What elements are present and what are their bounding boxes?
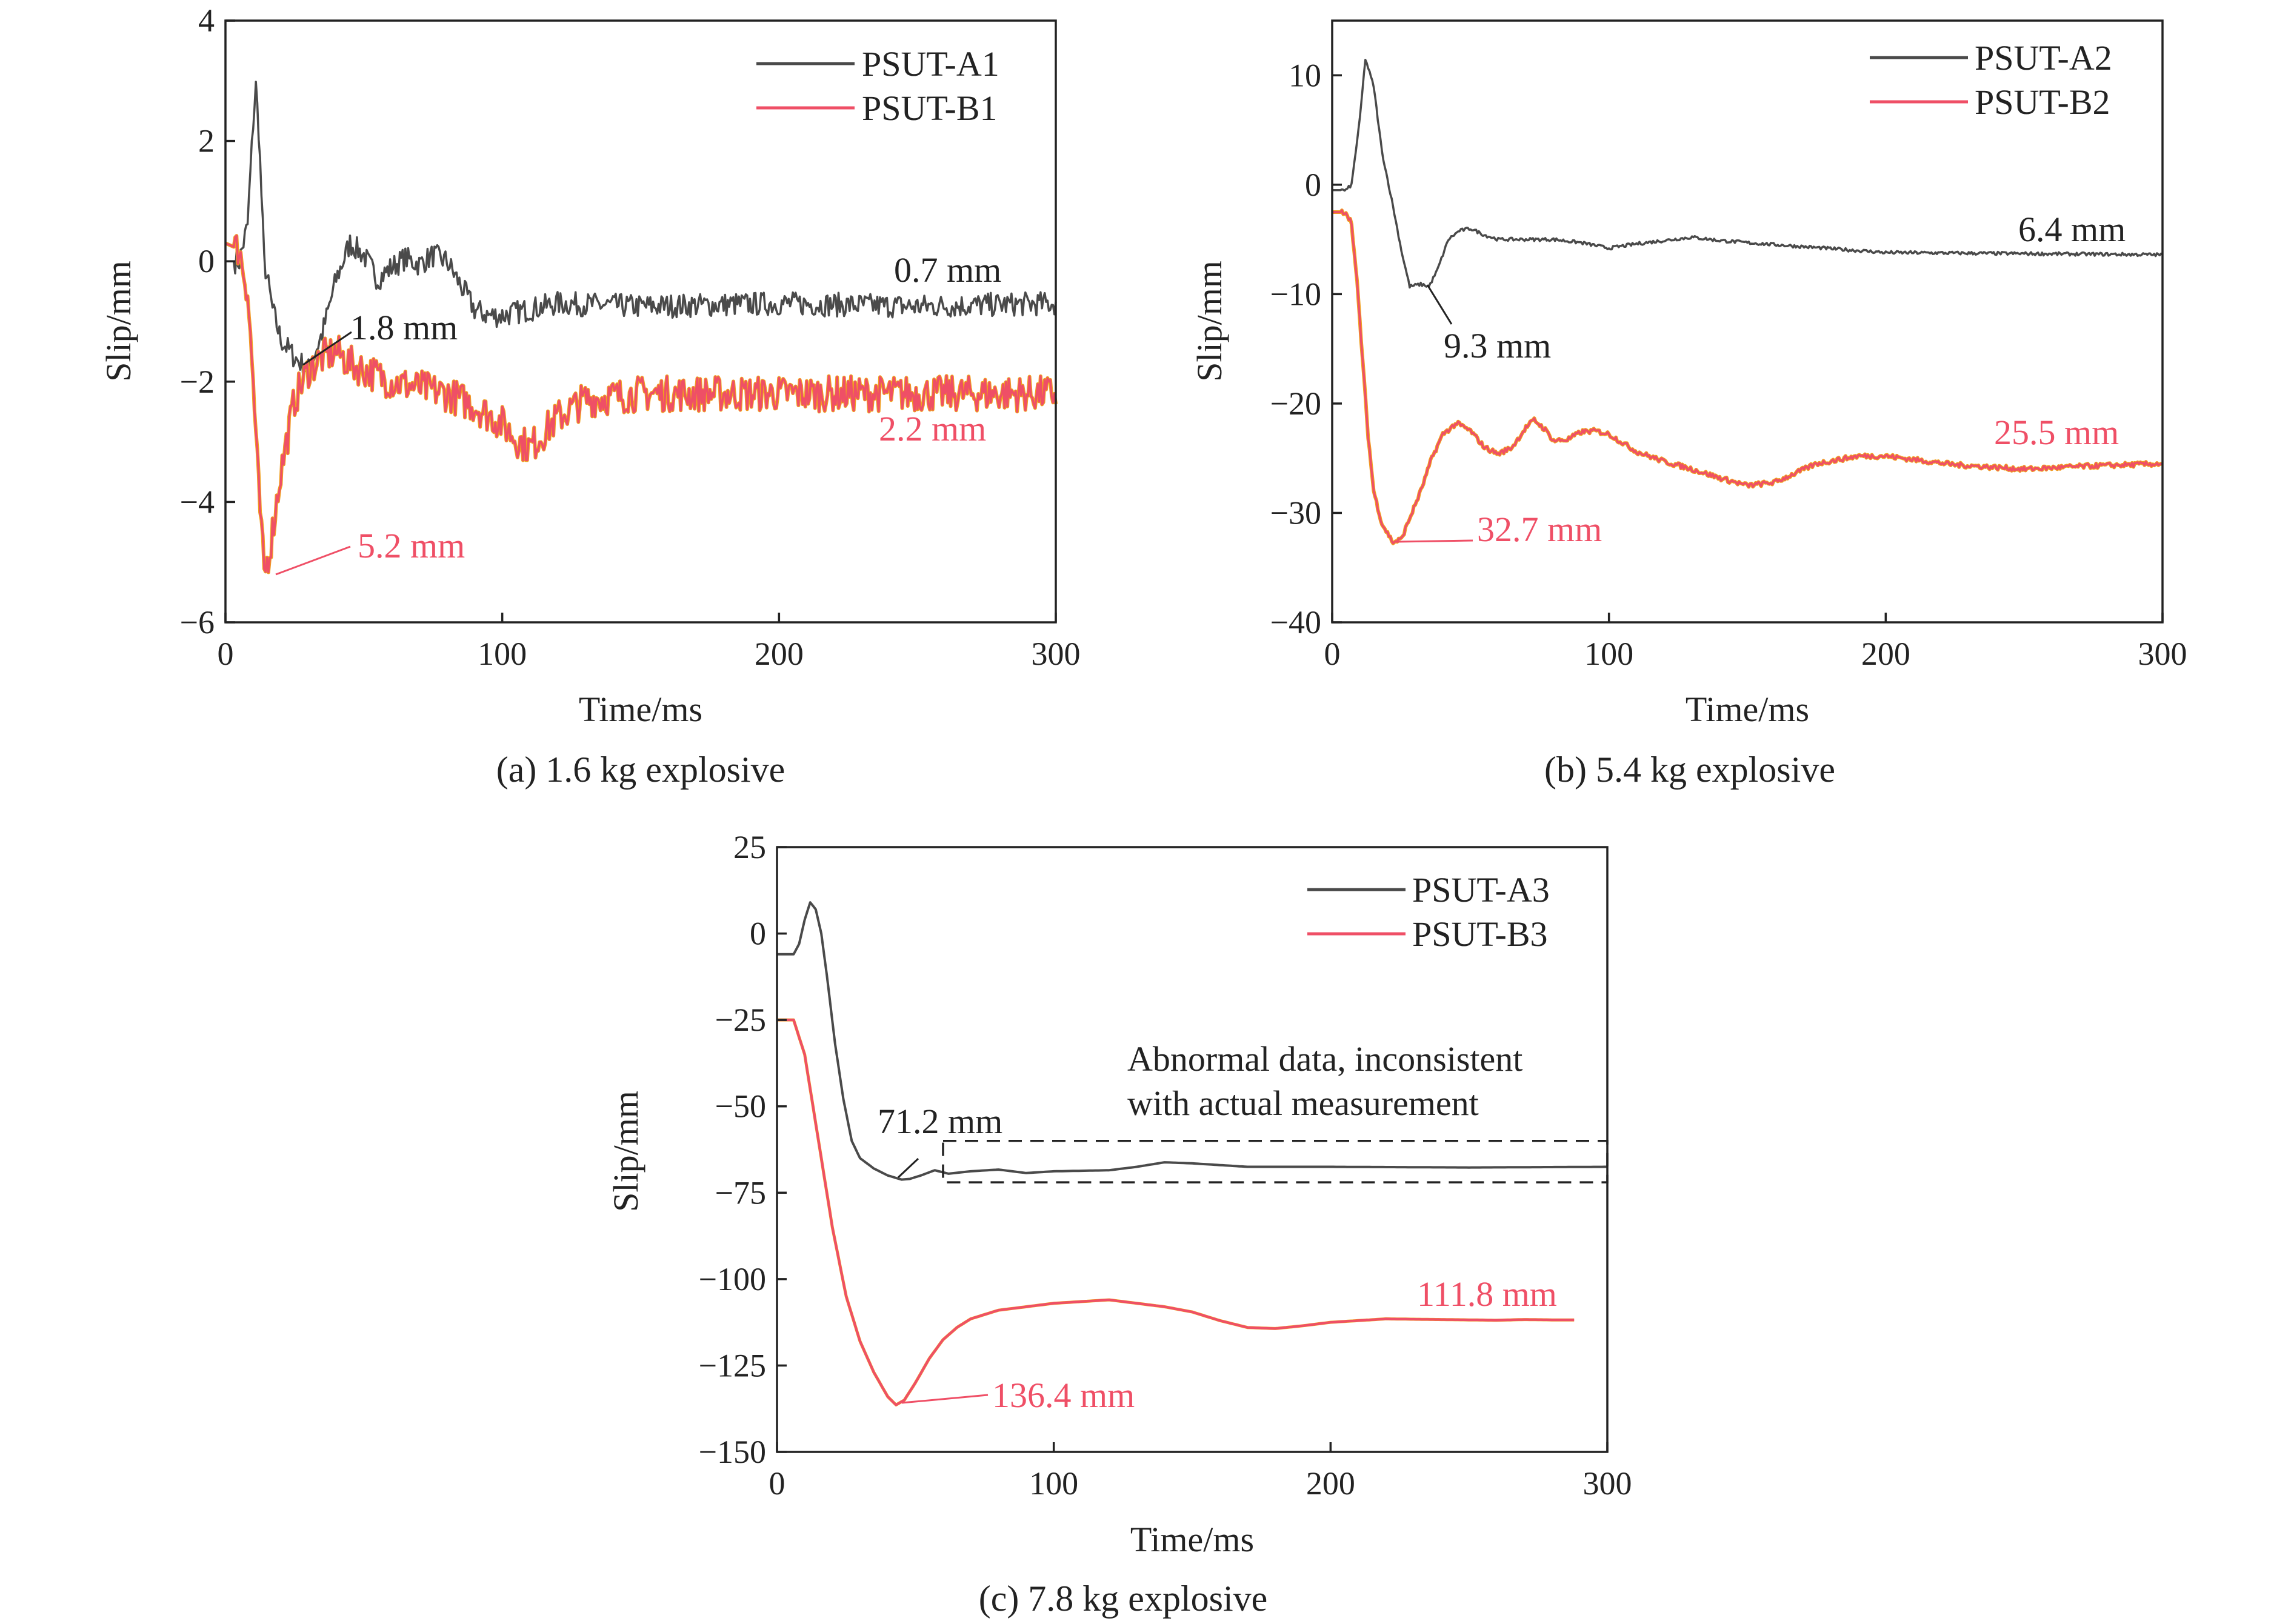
annotation-a1-peak-leader xyxy=(302,331,352,366)
annotation-b3-peak-leader xyxy=(901,1394,989,1404)
y-tick-label: 0 xyxy=(198,243,215,279)
x-tick-label: 0 xyxy=(218,636,234,672)
panel-b-ticks: 0 100 200 300 −40 −30 −20 −10 0 10 xyxy=(1270,57,2187,672)
x-tick-label: 100 xyxy=(478,636,527,672)
annotation-a2-final: 6.4 mm xyxy=(2018,210,2126,249)
series-line-psut-b2 xyxy=(1332,209,2163,545)
annotation-b3-final: 111.8 mm xyxy=(1417,1274,1557,1314)
panel-a-series xyxy=(224,81,1058,574)
panel-b-series xyxy=(1332,59,2163,545)
panel-a-y-axis-label: Slip/mm xyxy=(99,261,138,382)
panel-b: 0 100 200 300 −40 −30 −20 −10 0 10 Time/ms Slip/m… xyxy=(1190,19,2187,790)
panel-a-plot-frame xyxy=(224,19,1057,624)
panel-c-ticks: 0 100 200 300 −150 −125 −100 −75 −50 −25 0 25 xyxy=(699,829,1632,1502)
annotation-a1-final: 0.7 mm xyxy=(894,250,1001,290)
panel-c-y-axis-label: Slip/mm xyxy=(606,1091,645,1212)
legend-label-psut-b3: PSUT-B3 xyxy=(1412,914,1548,954)
panel-a-caption: (a) 1.6 kg explosive xyxy=(496,750,785,790)
panel-b-annotations: 6.4 mm 9.3 mm 25.5 mm 32.7 mm xyxy=(1396,210,2126,549)
annotation-a3-peak: 71.2 mm xyxy=(878,1102,1002,1141)
panel-b-y-axis-label: Slip/mm xyxy=(1190,261,1229,382)
series-line-psut-b1 xyxy=(225,235,1057,574)
y-tick-label: −30 xyxy=(1270,494,1321,531)
abnormal-data-box xyxy=(942,1139,1609,1183)
series-under-psut-b2 xyxy=(1332,208,2163,545)
y-tick-label: 2 xyxy=(198,123,215,159)
legend-label-psut-b1: PSUT-B1 xyxy=(862,88,998,128)
x-tick-label: 200 xyxy=(1861,636,1910,672)
legend-label-psut-a1: PSUT-A1 xyxy=(862,44,999,84)
panel-a-legend: PSUT-A1 PSUT-B1 xyxy=(756,44,999,128)
annotation-abnormal-line2: with actual measurement xyxy=(1127,1083,1479,1123)
y-tick-label: 25 xyxy=(733,829,766,865)
x-tick-label: 0 xyxy=(1324,636,1341,672)
annotation-b3-peak: 136.4 mm xyxy=(992,1376,1135,1415)
annotation-abnormal-line1: Abnormal data, inconsistent xyxy=(1127,1039,1522,1079)
series-line-psut-a3 xyxy=(777,901,1607,1181)
legend-label-psut-a2: PSUT-A2 xyxy=(1975,38,2112,78)
panel-c-annotations: Abnormal data, inconsistent with actual … xyxy=(878,1039,1557,1415)
x-tick-label: 200 xyxy=(755,636,804,672)
y-tick-label: −40 xyxy=(1270,604,1321,641)
annotation-b1-peak: 5.2 mm xyxy=(358,526,465,565)
panel-a-x-axis-label: Time/ms xyxy=(579,690,702,729)
panel-b-caption: (b) 5.4 kg explosive xyxy=(1544,750,1835,790)
x-tick-label: 100 xyxy=(1029,1465,1078,1502)
y-tick-label: −4 xyxy=(180,484,215,520)
annotation-a3-peak-leader xyxy=(897,1157,919,1179)
legend-label-psut-b2: PSUT-B2 xyxy=(1975,82,2110,122)
y-tick-label: 4 xyxy=(198,2,215,39)
annotation-a2-peak-leader xyxy=(1426,284,1453,325)
x-tick-label: 200 xyxy=(1306,1465,1355,1502)
y-tick-label: −75 xyxy=(715,1174,766,1211)
panel-c: 0 100 200 300 −150 −125 −100 −75 −50 −25 0 25 Time/… xyxy=(606,829,1632,1619)
y-tick-label: 0 xyxy=(1305,167,1321,203)
annotation-b2-peak: 32.7 mm xyxy=(1477,510,1602,549)
y-tick-label: −50 xyxy=(715,1088,766,1125)
y-tick-label: −20 xyxy=(1270,385,1321,422)
y-tick-label: −100 xyxy=(699,1261,766,1297)
y-tick-label: −2 xyxy=(180,364,215,400)
series-line-psut-a2 xyxy=(1332,59,2163,289)
y-tick-label: −6 xyxy=(180,604,215,641)
x-tick-label: 0 xyxy=(769,1465,785,1502)
series-line-psut-b3 xyxy=(777,1019,1575,1406)
y-tick-label: −25 xyxy=(715,1002,766,1038)
panel-c-caption: (c) 7.8 kg explosive xyxy=(979,1579,1268,1619)
y-tick-label: −10 xyxy=(1270,276,1321,312)
panel-c-plot-frame xyxy=(776,846,1609,1453)
panel-a: 0 100 200 300 −6 −4 −2 0 2 4 Time/ms Slip/mm (a) … xyxy=(99,2,1081,790)
x-tick-label: 300 xyxy=(1583,1465,1632,1502)
annotation-b2-peak-leader xyxy=(1396,539,1473,543)
panel-c-x-axis-label: Time/ms xyxy=(1130,1520,1254,1559)
x-tick-label: 300 xyxy=(1032,636,1081,672)
annotation-b1-peak-leader xyxy=(275,545,351,576)
x-tick-label: 300 xyxy=(2138,636,2187,672)
annotation-b2-final: 25.5 mm xyxy=(1994,413,2119,452)
annotation-b1-final: 2.2 mm xyxy=(879,409,986,448)
x-tick-label: 100 xyxy=(1584,636,1633,672)
panel-b-legend: PSUT-A2 PSUT-B2 xyxy=(1870,38,2112,122)
y-tick-label: 10 xyxy=(1289,57,1321,93)
panel-c-series xyxy=(777,901,1607,1406)
annotation-a2-peak: 9.3 mm xyxy=(1444,326,1551,365)
panel-a-ticks: 0 100 200 300 −6 −4 −2 0 2 4 xyxy=(180,2,1081,672)
y-tick-label: −125 xyxy=(699,1347,766,1383)
annotation-a1-peak: 1.8 mm xyxy=(350,308,458,347)
panel-a-annotations: 0.7 mm 1.8 mm 2.2 mm 5.2 mm xyxy=(275,250,1001,576)
y-tick-label: 0 xyxy=(750,916,766,952)
legend-label-psut-a3: PSUT-A3 xyxy=(1412,870,1550,910)
y-tick-label: −150 xyxy=(699,1434,766,1470)
panel-b-x-axis-label: Time/ms xyxy=(1686,690,1809,729)
panel-c-legend: PSUT-A3 PSUT-B3 xyxy=(1307,870,1550,954)
panel-b-plot-frame xyxy=(1331,19,2164,624)
series-line-psut-a1 xyxy=(225,81,1057,377)
